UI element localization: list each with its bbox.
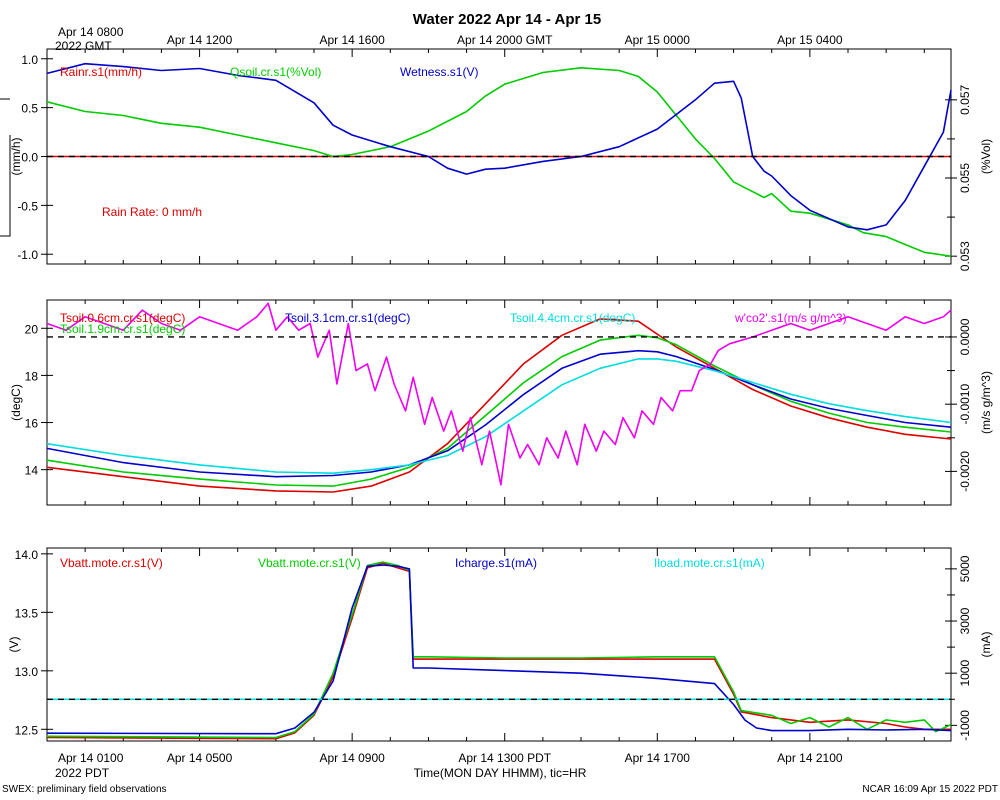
y-tick-label-left: -1.0 (17, 248, 38, 262)
bottom-axis-label: Apr 14 0500 (167, 751, 233, 765)
plot-frame (46, 547, 952, 742)
series-line-vbatt-mote-cr-s1-v-0 (46, 562, 951, 740)
y-tick-label-right: 0.053 (958, 241, 972, 271)
bottom-axis-label: Apr 14 1300 PDT (458, 751, 551, 765)
y-tick-label-left: 13.5 (15, 606, 39, 620)
bottom-axis-label: Apr 14 1700 (625, 751, 691, 765)
y-tick-label-left: 0.5 (21, 102, 38, 116)
plot-frame (46, 299, 952, 506)
footer-right: NCAR 16:09 Apr 15 2022 PDT (862, 784, 998, 795)
bracket-mark (0, 135, 11, 237)
series-line-icharge-s1-ma-2 (46, 564, 952, 735)
series-line-wetness-s1-v-2 (46, 62, 952, 231)
y-tick-label-left: 16 (25, 417, 39, 431)
y-tick-label-left: 0.0 (21, 151, 38, 165)
legend-label-vbatt-mote-cr-s1-v: Vbatt.mote.cr.s1(V) (60, 556, 163, 570)
series-line-tsoil-1-9cm-cr-s1-degc-1 (46, 334, 952, 487)
y-tick-label-right: -0.0010 (958, 384, 972, 425)
legend-label-tsoil-1-9cm-cr-s1-degc: Tsoil.1.9cm.cr.s1(degC) (60, 322, 185, 336)
legend-label-rainr-s1-mm-h: Rainr.s1(mm/h) (60, 65, 142, 79)
top-axis-labels: Apr 14 1200 Apr 14 1600 Apr 14 2000 GMT Apr… (167, 33, 843, 47)
y-tick-label-right: 0.057 (958, 84, 972, 114)
y-axis-label-left: (mm/h) (9, 138, 23, 176)
y-tick-label-right: 1000 (958, 660, 972, 687)
x-axis-label: Time(MON DAY HHMM), tic=HR (414, 766, 587, 780)
y-tick-label-left: 12.5 (15, 723, 39, 737)
rain-panel: -1.0 -0.5 0.0 0.5 1.0 0.053 0.055 0.057 (mm/h) (%… (0, 48, 993, 271)
y-axis-label-right: (m/s g/m^3) (979, 371, 993, 434)
y-axis-label-right: (%Vol) (979, 139, 993, 174)
bottom-axis-first-label-line1: Apr 14 0100 (58, 751, 124, 765)
y-tick-label-left: 20 (25, 322, 39, 336)
y-tick-label-left: 14 (25, 464, 39, 478)
rain-rate-annotation: Rain Rate: 0 mm/h (102, 205, 202, 219)
series-line-tsoil-4-4cm-cr-s1-degc-3 (46, 358, 952, 475)
legend-label-icharge-s1-ma: Icharge.s1(mA) (455, 556, 537, 570)
top-axis-first-label-line1: Apr 14 0800 (58, 25, 124, 39)
legend-label-tsoil-3-1cm-cr-s1-degc: Tsoil.3.1cm.cr.s1(degC) (285, 311, 410, 325)
series-line-vbatt-mote-cr-s1-v-1 (46, 561, 952, 739)
legend-label-wetness-s1-v: Wetness.s1(V) (400, 65, 478, 79)
y-tick-label-left: -0.5 (17, 199, 38, 213)
top-axis-first-label-line2: 2022 GMT (55, 39, 112, 53)
top-axis-label: Apr 14 1600 (319, 33, 385, 47)
legend-label-vbatt-mote-cr-s1-v: Vbatt.mote.cr.s1(V) (258, 556, 361, 570)
legend-label-tsoil-0-6cm-cr-s1-degc: Tsoil.0.6cm.cr.s1(degC) (60, 311, 185, 325)
bottom-axis-label: Apr 14 2100 (777, 751, 843, 765)
series-line-w-co2-s1-m-s-g-m-3-4 (46, 302, 952, 486)
series-line-tsoil-3-1cm-cr-s1-degc-2 (46, 349, 952, 478)
y-tick-label-right: -0.0020 (958, 451, 972, 492)
series-line-qsoil-cr-s1-vol-1 (46, 67, 952, 257)
top-axis-label: Apr 14 1200 (167, 33, 233, 47)
y-tick-label-right: 3000 (958, 607, 972, 634)
top-axis-label: Apr 14 2000 GMT (457, 33, 553, 47)
bottom-axis-first-label-line2: 2022 PDT (55, 766, 110, 780)
series-line-tsoil-0-6cm-cr-s1-degc-0 (46, 318, 952, 493)
legend-label-iload-mote-cr-s1-ma: Iload.mote.cr.s1(mA) (654, 556, 765, 570)
y-tick-label-right: 5000 (958, 555, 972, 582)
y-tick-label-left: 13.0 (15, 665, 39, 679)
chart-title: Water 2022 Apr 14 - Apr 15 (413, 11, 601, 28)
y-axis-label-left: (degC) (9, 384, 23, 421)
top-axis-label: Apr 15 0400 (777, 33, 843, 47)
top-axis-label: Apr 15 0000 (625, 33, 691, 47)
legend-label-tsoil-4-4cm-cr-s1-degc: Tsoil.4.4cm.cr.s1(degC) (510, 311, 635, 325)
soil-temperature-panel: 14 16 18 20 -0.0020 -0.0010 0.0000 (degC) (m/s g… (9, 299, 993, 506)
legend-label-qsoil-cr-s1-vol: Qsoil.cr.s1(%Vol) (230, 65, 321, 79)
y-tick-label-right: -1000 (958, 710, 972, 741)
bottom-axis-labels: Apr 14 0500 Apr 14 0900 Apr 14 1300 PDT Apr… (167, 751, 843, 765)
y-tick-label-left: 1.0 (21, 53, 38, 67)
y-tick-label-right: 0.0000 (958, 318, 972, 355)
y-tick-label-right: 0.055 (958, 163, 972, 193)
legend-label-w-co2-s1-m-s-g-m-3: w'co2'.s1(m/s g/m^3) (734, 311, 847, 325)
bottom-axis-label: Apr 14 0900 (319, 751, 385, 765)
y-tick-label-left: 14.0 (15, 548, 39, 562)
power-panel: 12.5 13.0 13.5 14.0 -1000 1000 3000 5000 (V) (mA)… (7, 547, 993, 742)
y-axis-label-left: (V) (7, 637, 21, 653)
footer-left: SWEX: preliminary field observations (2, 784, 167, 795)
y-tick-label-left: 18 (25, 369, 39, 383)
y-axis-label-right: (mA) (979, 632, 993, 658)
